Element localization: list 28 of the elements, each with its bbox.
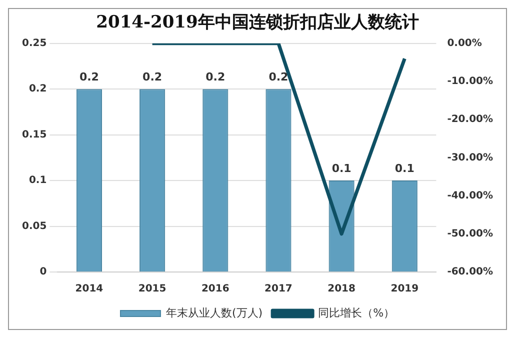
y-tick-label: 0.15 [22,129,47,140]
data-label: 0.2 [142,70,162,84]
data-label: 0.1 [332,162,352,175]
y2-tick-label: -10.00% [447,76,494,88]
y-tick-label: 0.2 [28,84,47,95]
legend-label: 年末从业人数(万人) [166,306,263,320]
legend-label: 同比增长（%） [318,306,395,320]
y-tick-label: 0.05 [22,220,47,232]
x-tick-label: 2015 [138,284,166,295]
x-tick-label: 2018 [328,284,356,295]
x-tick-label: 2016 [201,284,230,295]
x-tick-label: 2017 [264,284,292,295]
y2-tick-label: -30.00% [447,152,494,164]
y-tick-label: 0 [40,266,47,278]
data-label: 0.2 [206,70,226,84]
y2-tick-label: -20.00% [447,114,494,126]
y2-tick-label: 0.00% [447,38,482,49]
x-tick-label: 2019 [390,284,419,295]
data-label: 0.2 [268,70,288,84]
data-label: 0.1 [394,162,414,175]
y-tick-label: 0.25 [22,38,47,49]
x-tick-label: 2014 [75,284,104,295]
y2-tick-label: -40.00% [447,190,494,202]
y2-tick-label: -50.00% [447,228,494,240]
y-tick-label: 0.1 [28,175,47,186]
data-label: 0.2 [79,70,99,84]
chart-title: 2014-2019年中国连锁折扣店业人数统计 [96,12,419,33]
y2-tick-label: -60.00% [447,266,494,278]
